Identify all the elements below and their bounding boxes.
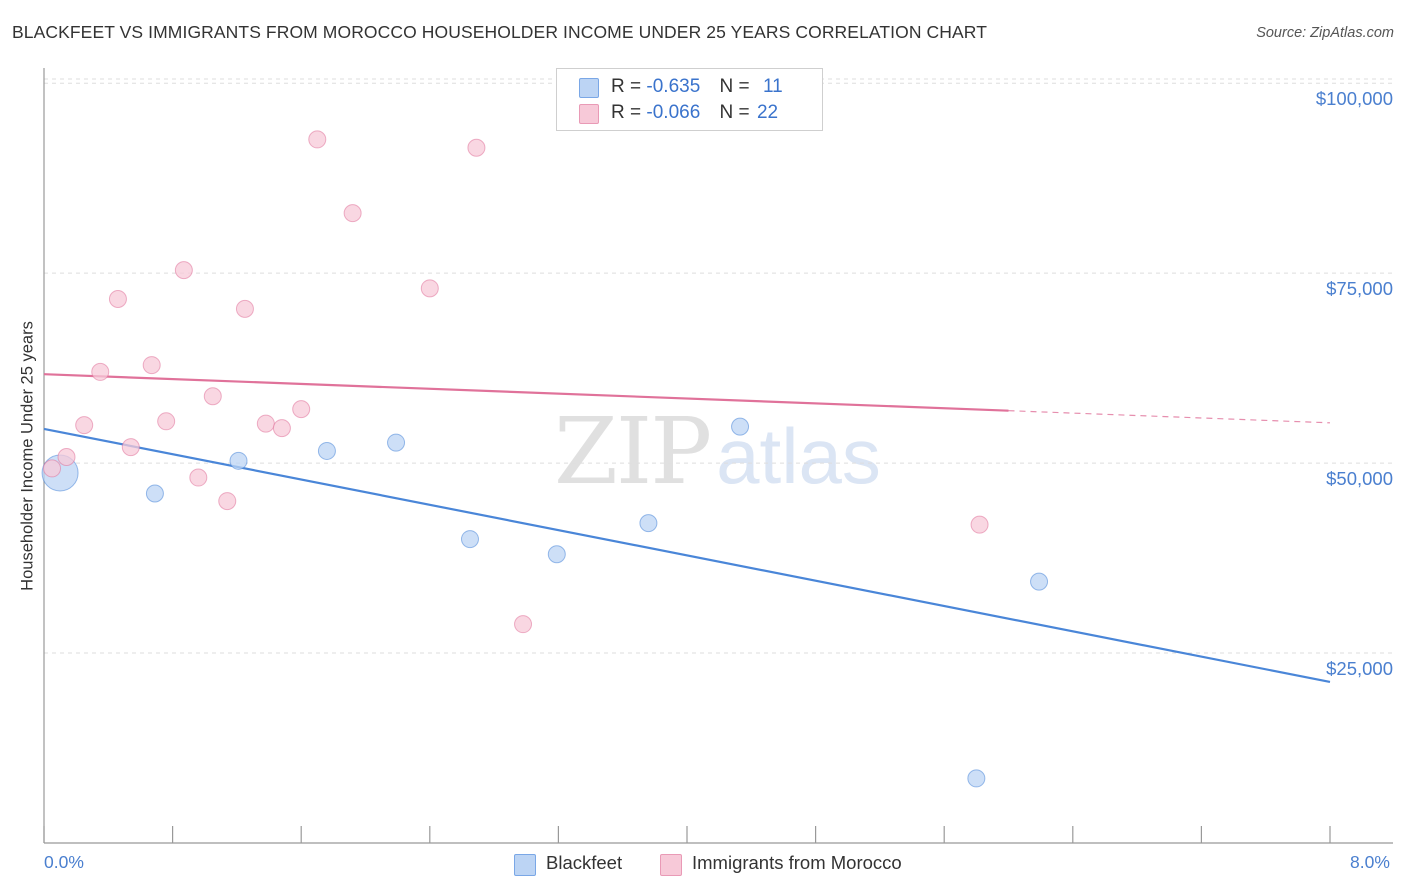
legend-r-value-blackfeet: -0.635 [646, 76, 701, 97]
point-morocco [420, 279, 439, 298]
point-blackfeet [317, 441, 336, 460]
point-morocco [121, 438, 140, 457]
y-axis-label: Householder Income Under 25 years [18, 321, 37, 591]
point-blackfeet [731, 417, 750, 436]
point-morocco [57, 448, 76, 467]
legend-label-morocco: Immigrants from Morocco [692, 852, 902, 873]
point-blackfeet [387, 433, 406, 452]
legend-r-value-morocco: -0.066 [646, 102, 701, 123]
trend-line-dashed-1 [1008, 410, 1331, 424]
legend-swatch-blackfeet [579, 78, 599, 98]
point-morocco [235, 299, 254, 318]
point-morocco [75, 416, 94, 435]
y-tick-label: $25,000 [1326, 658, 1393, 680]
point-morocco [970, 515, 989, 534]
point-blackfeet [460, 530, 479, 549]
point-morocco [203, 387, 222, 406]
point-morocco [256, 414, 275, 433]
point-blackfeet [1030, 572, 1049, 591]
point-morocco [343, 204, 362, 223]
point-morocco [308, 130, 327, 149]
trend-line-0 [43, 427, 1331, 684]
point-morocco [218, 492, 237, 511]
source-credit: Source: ZipAtlas.com [1256, 25, 1394, 41]
point-morocco [108, 289, 127, 308]
legend-swatch-blackfeet [514, 854, 536, 876]
data-points [41, 130, 1049, 788]
point-blackfeet [547, 545, 566, 564]
legend-r-label: R = [611, 102, 642, 123]
point-morocco [157, 412, 176, 431]
legend-n-label: N = [719, 76, 750, 97]
chart-title: BLACKFEET VS IMMIGRANTS FROM MOROCCO HOU… [12, 22, 987, 42]
legend-n-value-blackfeet: 11 [762, 76, 783, 97]
point-blackfeet [967, 769, 986, 788]
gridlines [44, 78, 1393, 654]
stats-legend: R = -0.635 N = 11 R = -0.066 N = 22 [556, 68, 823, 131]
point-morocco [189, 468, 208, 487]
point-morocco [467, 138, 486, 157]
point-blackfeet [229, 451, 248, 470]
x-tick-label-min: 0.0% [44, 852, 84, 872]
point-morocco [292, 400, 311, 419]
axes [43, 68, 1393, 844]
point-blackfeet [145, 484, 164, 503]
trend-line-1 [43, 373, 1009, 412]
point-morocco [91, 362, 110, 381]
watermark-zip: ZIP [554, 398, 712, 505]
point-morocco [272, 419, 291, 438]
legend-swatch-morocco [660, 854, 682, 876]
point-blackfeet [639, 514, 658, 533]
point-morocco [514, 615, 533, 634]
y-tick-label: $75,000 [1326, 278, 1393, 300]
legend-n-label: N = [719, 102, 750, 123]
point-morocco [174, 261, 193, 280]
legend-swatch-morocco [579, 104, 599, 124]
x-tick-label-max: 8.0% [1350, 852, 1390, 872]
legend-n-value-morocco: 22 [756, 102, 779, 123]
legend-r-label: R = [611, 76, 642, 97]
trend-lines [43, 373, 1331, 684]
legend-label-blackfeet: Blackfeet [546, 852, 623, 873]
y-tick-label: $100,000 [1315, 88, 1393, 110]
point-morocco [43, 459, 62, 478]
y-tick-label: $50,000 [1326, 468, 1393, 490]
point-morocco [142, 356, 161, 375]
